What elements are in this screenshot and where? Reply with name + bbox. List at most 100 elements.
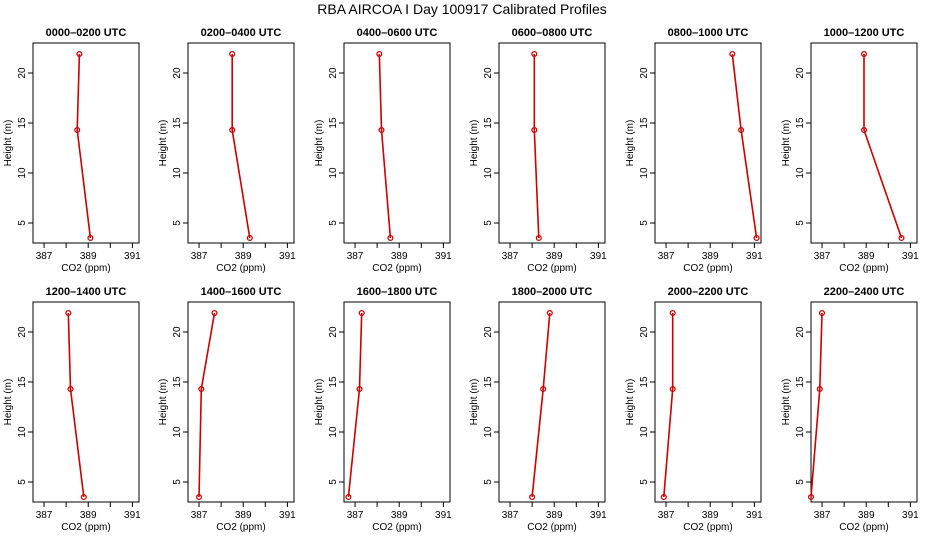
profile-line <box>863 54 903 239</box>
y-tick-label: 15 <box>172 117 183 129</box>
y-tick-label: 15 <box>17 117 28 129</box>
profile-line <box>810 312 823 498</box>
profile-panel: 1400–1600 UTC 387 389 391 CO2 (ppm) 5 10 15 20 He… <box>158 286 296 533</box>
y-tick-label: 5 <box>483 479 494 485</box>
y-tick-label: 10 <box>483 167 494 179</box>
profile-panel: 0800–1000 UTC 387 389 391 CO2 (ppm) 5 10 15 20 He… <box>625 27 763 274</box>
y-tick-label: 10 <box>483 426 494 438</box>
y-tick-label: 20 <box>328 326 339 338</box>
panel-title: 1400–1600 UTC <box>201 286 282 298</box>
profile-panel: 2000–2200 UTC 387 389 391 CO2 (ppm) 5 10 15 20 He… <box>625 286 763 533</box>
y-tick-label: 10 <box>17 426 28 438</box>
x-tick-label: 391 <box>590 251 607 262</box>
data-point <box>860 126 868 134</box>
x-tick-label: 391 <box>590 510 607 521</box>
profile-panel: 0000–0200 UTC 387 389 391 CO2 (ppm) 5 10 15 20 He… <box>3 27 141 274</box>
panel-title: 0800–1000 UTC <box>668 27 749 39</box>
y-tick-label: 20 <box>795 326 806 338</box>
y-axis-label: Height (m) <box>781 379 792 426</box>
panel-title: 0600–0800 UTC <box>512 27 593 39</box>
y-axis-label: Height (m) <box>158 120 169 167</box>
plot-frame <box>498 42 606 244</box>
x-axis-label: CO2 (ppm) <box>683 263 732 274</box>
x-axis-label: CO2 (ppm) <box>216 522 265 533</box>
x-axis-label: CO2 (ppm) <box>372 263 421 274</box>
y-axis-label: Height (m) <box>625 120 636 167</box>
y-tick-label: 10 <box>172 426 183 438</box>
y-tick-label: 20 <box>795 67 806 79</box>
data-point <box>531 126 538 134</box>
y-tick-label: 15 <box>639 376 650 388</box>
x-tick-label: 389 <box>391 510 408 521</box>
y-axis-label: Height (m) <box>625 379 636 426</box>
y-tick-label: 15 <box>795 117 806 129</box>
y-tick-label: 20 <box>172 67 183 79</box>
x-tick-label: 387 <box>191 510 208 521</box>
x-axis-label: CO2 (ppm) <box>216 263 265 274</box>
profile-panel: 1600–1800 UTC 387 389 391 CO2 (ppm) 5 10 15 20 He… <box>314 286 452 533</box>
x-tick-label: 389 <box>858 510 875 521</box>
x-tick-label: 391 <box>746 251 763 262</box>
x-tick-label: 387 <box>658 510 675 521</box>
panel-title: 1800–2000 UTC <box>512 286 593 298</box>
x-axis-label: CO2 (ppm) <box>527 522 576 533</box>
profile-line <box>347 312 363 498</box>
panel-title: 1200–1400 UTC <box>46 286 127 298</box>
y-tick-label: 5 <box>17 479 28 485</box>
data-point <box>358 309 365 317</box>
y-tick-label: 5 <box>639 479 650 485</box>
plot-frame <box>187 42 295 244</box>
data-point <box>535 234 542 242</box>
x-tick-label: 391 <box>279 510 296 521</box>
y-tick-label: 20 <box>483 67 494 79</box>
x-tick-label: 391 <box>124 251 141 262</box>
profile-panel: 1000–1200 UTC 387 389 391 CO2 (ppm) 5 10 15 20 He… <box>781 27 919 274</box>
y-tick-label: 5 <box>172 220 183 226</box>
x-tick-label: 387 <box>658 251 675 262</box>
figure-title: RBA AIRCOA I Day 100917 Calibrated Profi… <box>317 1 606 17</box>
x-tick-label: 391 <box>124 510 141 521</box>
data-point <box>387 234 394 242</box>
y-tick-label: 5 <box>639 220 650 226</box>
y-tick-label: 5 <box>795 220 806 226</box>
y-tick-label: 15 <box>639 117 650 129</box>
plot-frame <box>187 301 295 503</box>
data-point <box>229 50 236 58</box>
x-tick-label: 389 <box>702 510 719 521</box>
data-point <box>345 493 352 501</box>
profile-panel: 1800–2000 UTC 387 389 391 CO2 (ppm) 5 10 15 20 He… <box>469 286 607 533</box>
y-axis-label: Height (m) <box>469 379 480 426</box>
data-point <box>376 50 383 58</box>
y-tick-label: 20 <box>328 67 339 79</box>
y-tick-label: 10 <box>328 167 339 179</box>
panel-title: 0000–0200 UTC <box>46 27 127 39</box>
profile-line <box>198 312 216 498</box>
x-tick-label: 391 <box>902 510 919 521</box>
y-tick-label: 10 <box>328 426 339 438</box>
profile-line <box>663 313 674 498</box>
x-tick-label: 387 <box>36 510 53 521</box>
y-tick-label: 20 <box>483 326 494 338</box>
y-tick-label: 15 <box>328 376 339 388</box>
data-point <box>80 493 87 501</box>
panel-title: 1000–1200 UTC <box>824 27 905 39</box>
data-point <box>898 234 905 242</box>
profile-line <box>531 312 551 498</box>
data-point <box>378 126 385 134</box>
panel-title: 0200–0400 UTC <box>201 27 282 39</box>
y-tick-label: 10 <box>639 167 650 179</box>
data-point <box>540 385 547 393</box>
x-tick-label: 391 <box>279 251 296 262</box>
x-axis-label: CO2 (ppm) <box>839 522 888 533</box>
data-point <box>229 126 236 134</box>
profile-panel: 0600–0800 UTC 387 389 391 CO2 (ppm) 5 10 15 20 He… <box>469 27 607 274</box>
y-tick-label: 10 <box>172 167 183 179</box>
data-point <box>669 385 676 393</box>
x-tick-label: 389 <box>80 510 97 521</box>
x-tick-label: 391 <box>902 251 919 262</box>
y-tick-label: 5 <box>483 220 494 226</box>
y-axis-label: Height (m) <box>781 120 792 167</box>
x-axis-label: CO2 (ppm) <box>372 522 421 533</box>
profile-line <box>231 54 251 239</box>
data-point <box>211 309 218 317</box>
